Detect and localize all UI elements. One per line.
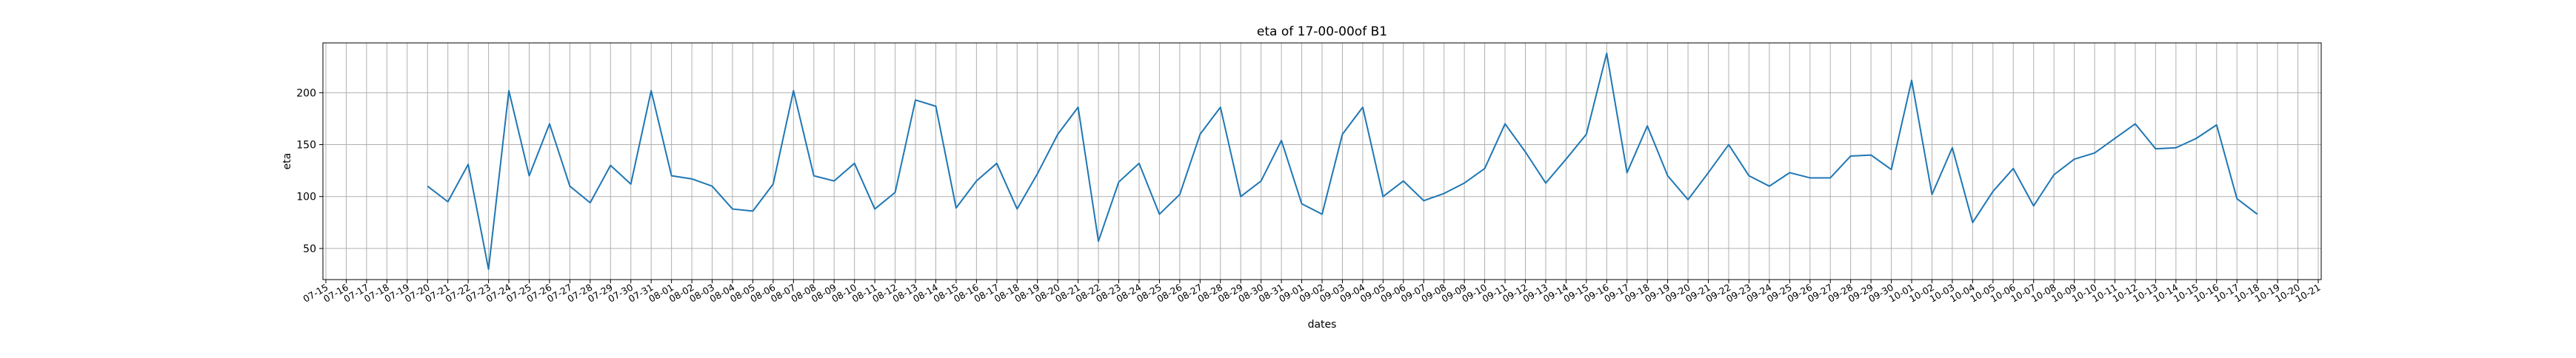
x-axis-ticks: 07-1507-1607-1707-1807-1907-2007-2107-22… xyxy=(301,280,2323,305)
series-layer xyxy=(427,53,2258,270)
x-axis-label: dates xyxy=(1308,319,1337,331)
series-line xyxy=(427,53,2258,270)
y-tick-label: 150 xyxy=(296,140,316,152)
y-tick-label: 100 xyxy=(296,192,316,203)
y-axis-ticks: 50 100 150 200 xyxy=(296,87,323,255)
grid-layer xyxy=(323,43,2321,280)
y-tick-label: 50 xyxy=(303,243,316,255)
y-axis-label: eta xyxy=(281,153,293,170)
y-tick-label: 200 xyxy=(296,87,316,99)
chart-title: eta of 17-00-00of B1 xyxy=(1257,24,1387,39)
